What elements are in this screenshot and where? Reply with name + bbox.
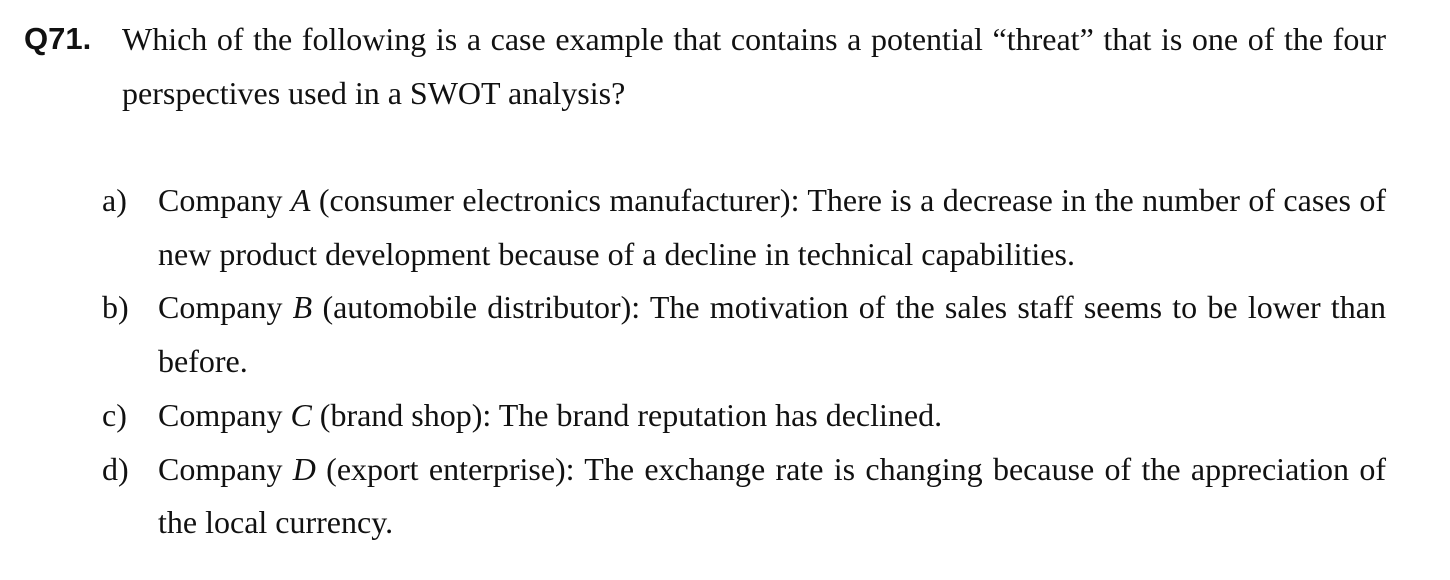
option-prefix: Company (158, 396, 291, 433)
answer-option-a[interactable]: a) Company A (consumer electronics manufa… (102, 174, 1386, 281)
option-company-name: C (290, 396, 312, 433)
option-company-name: B (292, 289, 313, 326)
option-prefix: Company (158, 450, 293, 487)
option-letter: c) (102, 396, 127, 433)
option-company-name: D (292, 450, 316, 487)
option-text: (consumer electronics manufacturer): The… (158, 182, 1387, 272)
option-prefix: Company (158, 182, 291, 218)
option-text: (automobile distributor): The motivation… (158, 289, 1387, 380)
option-letter: d) (102, 450, 129, 487)
answer-option-b[interactable]: b) Company B (automobile distributor): Th… (102, 281, 1386, 388)
option-text: (brand shop): The brand reputation has d… (311, 396, 943, 433)
option-letter: b) (102, 289, 129, 326)
option-company-name: A (290, 182, 311, 218)
question-text: Which of the following is a case example… (122, 21, 1386, 111)
answer-option-d[interactable]: d) Company D (export enterprise): The exc… (102, 443, 1386, 550)
option-text: (export enterprise): The exchange rate i… (158, 450, 1387, 541)
option-prefix: Company (158, 289, 293, 326)
question-number: Q71. (24, 21, 92, 56)
answer-option-c[interactable]: c) Company C (brand shop): The brand repu… (102, 389, 1386, 443)
answer-options-list: a) Company A (consumer electronics manufa… (102, 174, 1386, 550)
option-letter: a) (102, 182, 127, 218)
question-block: Q71. Which of the following is a case ex… (24, 12, 1386, 120)
